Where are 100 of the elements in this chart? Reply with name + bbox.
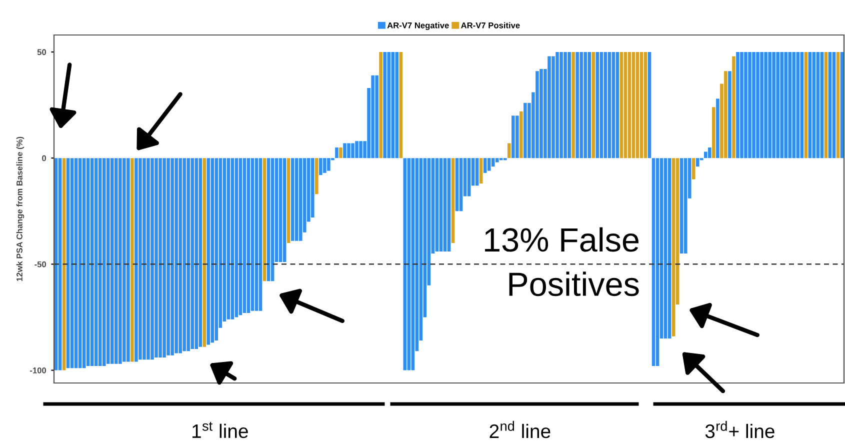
bar: [182, 158, 186, 352]
bar: [788, 52, 792, 158]
bar: [407, 158, 411, 370]
bar: [447, 158, 451, 252]
bar: [636, 52, 640, 158]
bar: [443, 158, 447, 252]
bar: [796, 52, 800, 158]
bar: [483, 158, 487, 173]
bar: [379, 52, 382, 158]
bar: [632, 52, 636, 158]
bar: [355, 141, 358, 158]
bar: [186, 158, 190, 352]
bar: [130, 158, 134, 362]
text: 3$^{rd}$+ line: [705, 420, 774, 438]
legend-label: AR-V7 Positive: [461, 22, 520, 28]
bar: [552, 56, 555, 158]
bar: [294, 158, 298, 241]
bar: [451, 158, 455, 243]
bar: [804, 52, 808, 158]
bar: [732, 56, 736, 158]
bar: [146, 158, 150, 360]
legend-label: AR-V7 Negative: [387, 22, 449, 30]
bar: [262, 158, 266, 282]
bar: [391, 52, 394, 158]
bar: [194, 158, 198, 350]
bar: [134, 158, 138, 362]
bar: [495, 158, 499, 162]
bar: [704, 152, 708, 158]
bar: [620, 52, 624, 158]
bar: [158, 158, 162, 358]
bar: [254, 158, 258, 311]
bar: [748, 52, 752, 158]
bar: [359, 141, 362, 158]
bar: [564, 52, 567, 158]
bar: [214, 158, 218, 341]
bar: [351, 143, 354, 158]
bar: [520, 111, 523, 158]
bar: [516, 116, 519, 158]
bar: [286, 158, 290, 243]
bar: [106, 158, 110, 364]
bar: [206, 158, 210, 345]
bar: [616, 52, 620, 158]
bar: [487, 158, 491, 171]
bar: [122, 158, 126, 362]
text: 2$^{nd}$ line: [490, 420, 550, 438]
bar: [98, 158, 102, 366]
bar: [776, 52, 780, 158]
bar: [403, 158, 407, 370]
bar: [250, 158, 254, 311]
bar: [708, 147, 712, 158]
bar: [540, 68, 543, 158]
bar: [820, 52, 824, 158]
bar: [439, 158, 443, 252]
bar: [70, 158, 74, 368]
bar: [692, 158, 696, 180]
bar: [315, 158, 318, 194]
bar: [290, 158, 294, 241]
bar: [258, 158, 262, 311]
bar: [210, 158, 214, 343]
y-axis-title: 12wk PSA Change from Baseline (%): [16, 136, 24, 282]
bar: [94, 158, 98, 366]
bar: [648, 52, 652, 158]
text: 1$^{st}$ line: [192, 422, 248, 438]
bar: [54, 158, 58, 370]
bar: [311, 158, 314, 218]
bar: [836, 52, 840, 158]
bar: [475, 158, 479, 186]
bar: [58, 158, 62, 370]
bar: [760, 52, 764, 158]
bar: [435, 158, 439, 252]
bar: [234, 158, 238, 318]
bar: [600, 52, 604, 158]
bar: [383, 52, 386, 158]
bar: [62, 158, 66, 370]
bar: [66, 158, 70, 368]
bar: [491, 158, 495, 167]
bar: [812, 52, 816, 158]
bar: [768, 52, 772, 158]
bar: [202, 158, 206, 347]
bar: [86, 158, 90, 366]
bar: [335, 147, 338, 158]
bar: [584, 52, 587, 158]
bar: [596, 52, 600, 158]
bar: [548, 56, 551, 158]
bar: [246, 158, 250, 313]
bar: [174, 158, 178, 354]
bar: [138, 158, 142, 360]
bar: [118, 158, 122, 364]
bar: [74, 158, 78, 368]
bar: [110, 158, 114, 364]
bar: [652, 158, 656, 366]
bar: [828, 52, 832, 158]
bar: [640, 52, 644, 158]
bar: [568, 52, 571, 158]
bar: [339, 147, 342, 158]
bar: [792, 52, 796, 158]
y-tick-label: -50: [34, 261, 46, 268]
y-tick-label: -100: [30, 367, 46, 374]
bar: [608, 52, 612, 158]
bar: [347, 143, 350, 158]
